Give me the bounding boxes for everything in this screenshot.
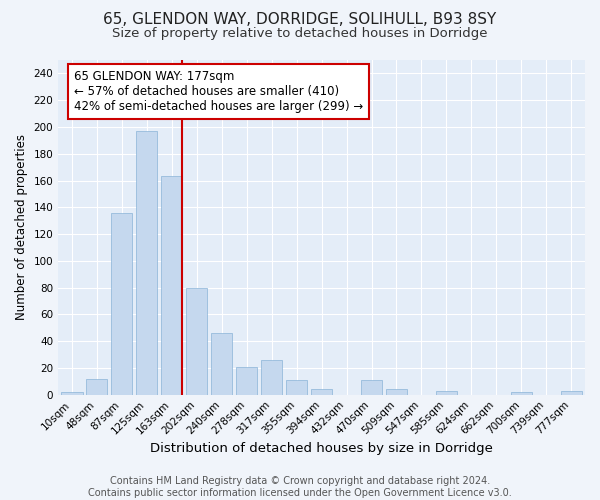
X-axis label: Distribution of detached houses by size in Dorridge: Distribution of detached houses by size …: [150, 442, 493, 455]
Text: Size of property relative to detached houses in Dorridge: Size of property relative to detached ho…: [112, 28, 488, 40]
Bar: [386, 390, 407, 394]
Bar: [286, 380, 307, 394]
Bar: [560, 390, 582, 394]
Bar: [261, 360, 282, 394]
Text: Contains HM Land Registry data © Crown copyright and database right 2024.
Contai: Contains HM Land Registry data © Crown c…: [88, 476, 512, 498]
Y-axis label: Number of detached properties: Number of detached properties: [15, 134, 28, 320]
Bar: [186, 288, 208, 395]
Text: 65 GLENDON WAY: 177sqm
← 57% of detached houses are smaller (410)
42% of semi-de: 65 GLENDON WAY: 177sqm ← 57% of detached…: [74, 70, 363, 113]
Bar: [361, 380, 382, 394]
Bar: [511, 392, 532, 394]
Text: 65, GLENDON WAY, DORRIDGE, SOLIHULL, B93 8SY: 65, GLENDON WAY, DORRIDGE, SOLIHULL, B93…: [103, 12, 497, 28]
Bar: [111, 212, 133, 394]
Bar: [211, 333, 232, 394]
Bar: [61, 392, 83, 394]
Bar: [161, 176, 182, 394]
Bar: [236, 366, 257, 394]
Bar: [311, 390, 332, 394]
Bar: [136, 131, 157, 394]
Bar: [436, 390, 457, 394]
Bar: [86, 378, 107, 394]
